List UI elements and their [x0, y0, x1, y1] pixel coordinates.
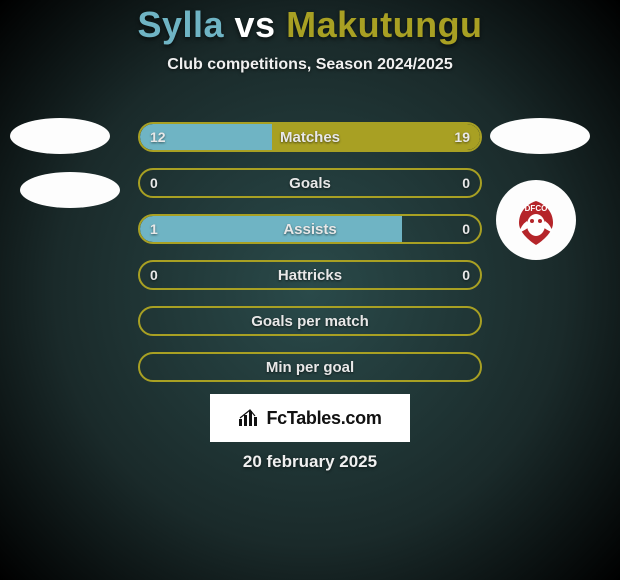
stat-row-hattricks: Hattricks0 0	[138, 260, 482, 290]
player2-name: Makutungu	[286, 4, 482, 45]
stat-value-right: 0	[462, 170, 470, 196]
player1-club-placeholder	[20, 172, 120, 208]
stat-label: Goals per match	[140, 308, 480, 334]
stat-value-left: 12	[150, 124, 166, 150]
stat-value-right: 19	[454, 124, 470, 150]
stat-value-right: 0	[462, 262, 470, 288]
stat-row-min-per-goal: Min per goal	[138, 352, 482, 382]
stat-label: Hattricks	[140, 262, 480, 288]
comparison-card: Sylla vs Makutungu Club competitions, Se…	[0, 0, 620, 580]
stat-row-matches: Matches12 19	[138, 122, 482, 152]
stat-row-goals: Goals0 0	[138, 168, 482, 198]
stat-label: Matches	[140, 124, 480, 150]
stat-value-right: 0	[462, 216, 470, 242]
stat-label: Min per goal	[140, 354, 480, 380]
stat-label: Assists	[140, 216, 480, 242]
player2-avatar-placeholder	[490, 118, 590, 154]
stat-row-assists: Assists1 0	[138, 214, 482, 244]
fctables-logo-icon	[238, 409, 260, 427]
date-label: 20 february 2025	[0, 452, 620, 472]
stat-value-left: 0	[150, 262, 158, 288]
player1-name: Sylla	[137, 4, 224, 45]
svg-text:DFCO: DFCO	[525, 204, 548, 213]
vs-separator: vs	[235, 4, 276, 45]
dfco-crest-icon: DFCO	[503, 187, 569, 253]
brand-box: FcTables.com	[210, 394, 410, 442]
subtitle: Club competitions, Season 2024/2025	[0, 56, 620, 74]
stat-value-left: 0	[150, 170, 158, 196]
brand-text: FcTables.com	[266, 408, 381, 429]
stat-value-left: 1	[150, 216, 158, 242]
stat-row-goals-per-match: Goals per match	[138, 306, 482, 336]
player2-club-badge: DFCO	[496, 180, 576, 260]
stat-label: Goals	[140, 170, 480, 196]
page-title: Sylla vs Makutungu	[0, 0, 620, 46]
player1-avatar-placeholder	[10, 118, 110, 154]
comparison-bars: Matches1219Goals00Assists10Hattricks00Go…	[138, 122, 482, 398]
